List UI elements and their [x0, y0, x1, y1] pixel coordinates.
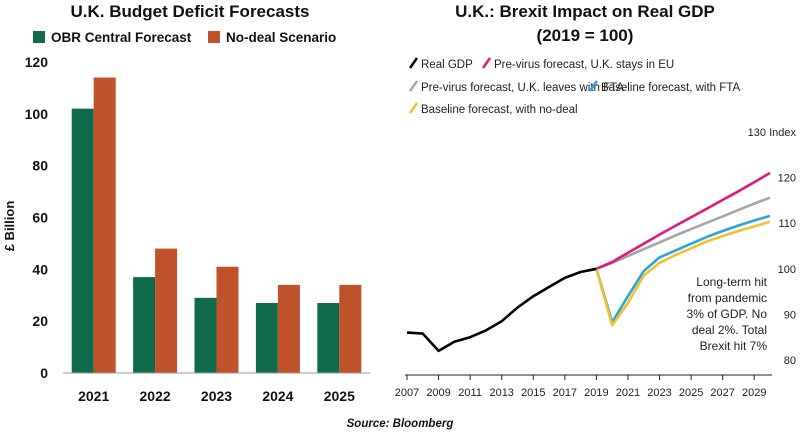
bar-x-ticks: 2021 2022 2023 2024 2025 [78, 388, 355, 404]
bar-y-tick-label: 20 [32, 313, 48, 329]
bar-x-tick-label: 2024 [262, 388, 293, 404]
legend-label-stays-eu: Pre-virus forecast, U.K. stays in EU [494, 59, 674, 71]
line-x-tick-label: 2019 [584, 387, 608, 399]
series-line-1 [595, 171, 771, 270]
source-note: Source: Bloomberg [347, 418, 454, 430]
legend-label-baseline-nodeal: Baseline forecast, with no-deal [421, 104, 578, 116]
series-line-3 [595, 214, 771, 324]
legend-mark-real-gdp [408, 57, 419, 69]
bar-x-tick-label: 2025 [324, 388, 355, 404]
line-x-tick-label: 2029 [742, 387, 766, 399]
line-x-tick-label: 2017 [553, 387, 577, 399]
line-x-tick-label: 2021 [616, 387, 640, 399]
bar-y-ticks: 0 20 40 60 80 100 120 [25, 54, 49, 381]
line-x-tick-label: 2011 [458, 387, 482, 399]
legend-label-real-gdp: Real GDP [421, 59, 473, 71]
bar-x-tick-label: 2023 [201, 388, 232, 404]
series-line-4 [595, 220, 771, 327]
legend-label-nodeal: No-deal Scenario [226, 30, 336, 45]
bar-y-tick-label: 80 [32, 158, 48, 174]
line-chart: U.K.: Brexit Impact on Real GDP (2019 = … [395, 2, 797, 399]
gdp-annotation: Long-term hit from pandemic 3% of GDP. No d… [687, 275, 768, 353]
annotation-line: deal 2%. Total [692, 323, 767, 337]
line-y-tick-label: 110 [778, 218, 796, 230]
bar-x-tick-label: 2021 [78, 388, 109, 404]
annotation-line: Brexit hit 7% [700, 339, 768, 353]
legend-mark-leaves-fta [408, 80, 419, 92]
legend-mark-baseline-nodeal [408, 102, 419, 114]
annotation-line: Long-term hit [696, 275, 767, 289]
annotation-line: from pandemic [688, 291, 767, 305]
line-y-ticks: 80 90 100 110 120 130 Index [748, 127, 797, 367]
bar-y-tick-label: 100 [25, 106, 49, 122]
line-x-ticks: 2007 2009 2011 2013 2015 2017 2019 2021 2023 2025… [395, 375, 766, 399]
line-x-tick-label: 2007 [395, 387, 419, 399]
line-series [406, 171, 771, 353]
legend-label-baseline-fta: Baseline forecast, with FTA [601, 82, 740, 94]
legend-label-obr: OBR Central Forecast [51, 30, 192, 45]
line-y-tick-label: 80 [784, 355, 796, 367]
legend-mark-baseline-fta [588, 80, 599, 92]
line-x-tick-label: 2015 [521, 387, 545, 399]
line-x-tick-label: 2025 [679, 387, 703, 399]
bar-obr-2025 [317, 303, 340, 373]
line-chart-title: U.K.: Brexit Impact on Real GDP [455, 2, 715, 21]
line-x-tick-label: 2013 [489, 387, 513, 399]
bar-nodeal-2024 [277, 284, 300, 373]
legend-label-leaves-fta: Pre-virus forecast, U.K. leaves with FTA [421, 82, 624, 94]
bar-nodeal-2022 [155, 248, 178, 373]
series-line-2 [595, 196, 771, 271]
bar-y-tick-label: 120 [25, 54, 49, 70]
line-chart-subtitle: (2019 = 100) [537, 26, 634, 45]
bar-y-tick-label: 0 [40, 365, 48, 381]
line-y-tick-label: 120 [778, 173, 796, 185]
legend-swatch-nodeal [208, 31, 220, 43]
legend-swatch-obr [33, 31, 45, 43]
bar-nodeal-2023 [216, 266, 239, 373]
line-y-tick-label: 100 [778, 264, 796, 276]
bar-y-axis-label: £ Billion [2, 201, 17, 252]
bar-x-tick-label: 2022 [140, 388, 171, 404]
legend-mark-stays-eu [481, 57, 492, 69]
line-x-tick-label: 2027 [710, 387, 734, 399]
bar-obr-2024 [255, 303, 278, 373]
bar-series [71, 77, 362, 374]
line-y-tick-label: 130 Index [748, 127, 797, 139]
series-line-0 [406, 267, 597, 353]
bar-nodeal-2021 [93, 77, 116, 374]
line-x-tick-label: 2009 [426, 387, 450, 399]
line-x-tick-label: 2023 [647, 387, 671, 399]
bar-obr-2021 [71, 108, 94, 374]
bar-nodeal-2025 [339, 284, 362, 373]
bar-y-tick-label: 60 [32, 210, 48, 226]
bar-obr-2023 [194, 297, 217, 373]
line-y-tick-label: 90 [784, 309, 796, 321]
annotation-line: 3% of GDP. No [687, 307, 768, 321]
bar-y-tick-label: 40 [32, 261, 48, 277]
bar-chart-title: U.K. Budget Deficit Forecasts [71, 2, 310, 21]
bar-chart: U.K. Budget Deficit Forecasts OBR Centra… [2, 2, 370, 404]
bar-obr-2022 [133, 277, 156, 373]
